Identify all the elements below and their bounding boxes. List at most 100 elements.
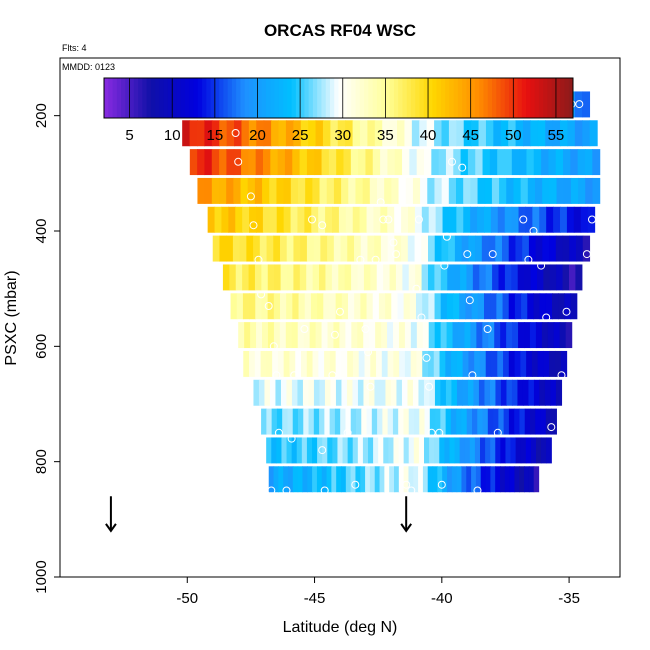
heatmap-cell [508, 350, 516, 377]
heatmap-cell [471, 120, 480, 147]
heatmap-cell [254, 264, 262, 291]
heatmap-cell [559, 322, 567, 349]
heatmap-cell [230, 293, 238, 320]
sample-marker [330, 330, 339, 339]
sample-marker [412, 284, 421, 293]
y-axis-label: PSXC (mbar) [3, 270, 20, 365]
heatmap-cell [428, 350, 435, 377]
heatmap-cell [480, 437, 486, 464]
colorbar-cell [244, 78, 250, 118]
heatmap-cell [306, 264, 314, 291]
heatmap-cell [453, 149, 462, 176]
heatmap-cell [413, 466, 419, 493]
heatmap-cell [325, 206, 333, 233]
colorbar-cell [449, 78, 455, 118]
heatmap-cell [253, 235, 261, 262]
heatmap-cell [415, 264, 423, 291]
heatmap-cell [378, 293, 386, 320]
heatmap-cell [441, 177, 450, 204]
colorbar-cell [398, 78, 403, 118]
heatmap-cell [352, 120, 361, 147]
heatmap-cell [408, 437, 415, 464]
heatmap-cell [511, 206, 520, 233]
sample-marker [364, 348, 372, 357]
sample-marker [600, 100, 609, 109]
heatmap-cell [273, 322, 281, 349]
heatmap-cell [570, 149, 579, 176]
heatmap-cell [254, 350, 262, 377]
heatmap-cell [460, 264, 468, 291]
heatmap-cell [546, 437, 552, 464]
heatmap-cell [250, 322, 257, 349]
heatmap-cell [401, 206, 409, 233]
heatmap-cell [505, 437, 512, 464]
colorbar-cell [359, 78, 365, 118]
sample-marker [442, 232, 451, 241]
heatmap-cell [475, 466, 482, 493]
arrow-head [105, 523, 117, 533]
heatmap-cell [428, 264, 436, 291]
heatmap-cell [241, 149, 249, 176]
heatmap-cell [377, 177, 385, 204]
heatmap-cell [253, 379, 260, 406]
flights-note: Flts: 4 [62, 43, 87, 53]
heatmap-cell [262, 322, 269, 349]
heatmap-cell [292, 149, 301, 176]
colorbar-cell [274, 78, 280, 118]
heatmap-cell [532, 206, 540, 233]
heatmap-cell [535, 322, 543, 349]
sample-marker [318, 446, 327, 455]
heatmap-cell [228, 206, 236, 233]
heatmap-cell [463, 177, 471, 204]
colorbar-cell [116, 78, 122, 118]
heatmap-cell [535, 235, 543, 262]
colorbar-cell [287, 78, 293, 118]
heatmap-cell [219, 120, 228, 147]
heatmap-cell [368, 379, 376, 406]
colorbar-cell [483, 78, 489, 118]
heatmap-cell [401, 235, 409, 262]
colorbar-tick-label: 40 [420, 127, 437, 144]
heatmap-cell [545, 293, 553, 320]
heatmap-cell [526, 149, 535, 176]
sample-marker [356, 255, 365, 264]
heatmap-cell [585, 149, 593, 176]
heatmap-cell [582, 235, 591, 262]
heatmap-cell [511, 379, 519, 406]
heatmap-cell [351, 264, 359, 291]
heatmap-cell [219, 177, 227, 204]
heatmap-cell [476, 322, 483, 349]
heatmap-cell [238, 322, 245, 349]
heatmap-cell [302, 379, 310, 406]
heatmap-cell [473, 379, 480, 406]
heatmap-cell [219, 235, 227, 262]
heatmap-cell [387, 149, 396, 176]
sample-marker [483, 325, 492, 333]
sample-marker [458, 163, 467, 172]
colorbar-cell [564, 78, 570, 118]
heatmap-cell [369, 177, 378, 204]
heatmap-cell [429, 379, 436, 406]
colorbar-cell [453, 78, 459, 118]
heatmap-cell [266, 437, 272, 464]
heatmap-cell [511, 264, 519, 291]
heatmap-cell [541, 149, 550, 176]
heatmap-cell [292, 466, 299, 493]
heatmap-cell [444, 437, 451, 464]
heatmap-cell [495, 235, 503, 262]
heatmap-cell [564, 293, 572, 320]
heatmap-cell [471, 466, 477, 493]
heatmap-cell [226, 120, 235, 147]
heatmap-cell [448, 120, 457, 147]
colorbar-cell [491, 78, 497, 118]
heatmap-cell [560, 350, 568, 377]
heatmap-cell [551, 408, 557, 435]
heatmap-cell [375, 322, 382, 349]
heatmap-cell [393, 437, 400, 464]
heatmap-cell [258, 379, 266, 406]
sample-marker [351, 480, 360, 489]
heatmap-cell [333, 235, 342, 262]
colorbar-cell [415, 78, 421, 118]
heatmap-cell [493, 120, 502, 147]
colorbar-cell [368, 78, 374, 118]
